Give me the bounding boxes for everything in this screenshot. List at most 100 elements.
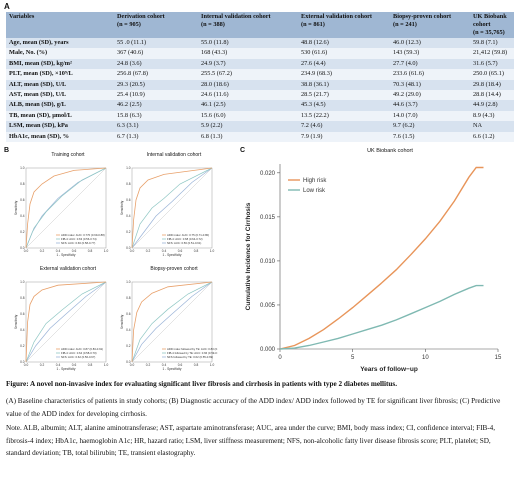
y-tick-label: 0.0 xyxy=(20,246,25,250)
y-tick-label: 0.8 xyxy=(126,182,131,186)
panel-c-label: C xyxy=(240,147,246,154)
x-tick-label: 0.6 xyxy=(178,363,183,367)
table-cell: 70.3 (48.1) xyxy=(390,79,470,91)
roc-plot: 0.00.0 0.2 0.2 0.4 0.4 0.6 0.6 0.8 0.8 1.0 1.0 1 - … xyxy=(120,166,215,257)
x-axis-label: 1 - Specificity xyxy=(57,253,76,257)
x-tick-label: 0 xyxy=(278,355,282,361)
table-header-cell: Biopsy-proven cohort (n = 241) xyxy=(390,12,470,38)
roc-curve-add-index xyxy=(25,281,107,363)
roc-curve-fib4 xyxy=(25,167,107,249)
table-cell: 28.0 (18.6) xyxy=(198,79,298,91)
table-cell: 46.2 (2.5) xyxy=(114,100,198,111)
y-tick-label: 1.0 xyxy=(126,166,131,170)
roc-plot-frame xyxy=(131,167,213,249)
variable-name-cell: BMI, mean (SD), kg/m² xyxy=(6,58,114,70)
x-tick-label: 15 xyxy=(495,355,502,361)
y-tick-label: 1.0 xyxy=(126,280,131,284)
roc-plots: Training cohort 0.0 0.0 0.2 0.2 0.4 0.4 0.6 0.6 0… xyxy=(14,152,218,371)
table-cell: 25.4 (10.9) xyxy=(114,90,198,101)
x-tick-label: 0.2 xyxy=(146,363,151,367)
reference-diagonal xyxy=(25,281,107,363)
table-header-cell: Internal validation cohort (n = 388) xyxy=(198,12,298,38)
y-tick-label: 0.020 xyxy=(260,171,276,177)
table-cell: 15.6 (6.0) xyxy=(198,110,298,122)
x-tick-label: 1.0 xyxy=(210,249,215,253)
y-tick-label: 0.8 xyxy=(20,296,25,300)
roc-plot-frame xyxy=(25,167,107,249)
table-cell: 530 (61.6) xyxy=(298,48,390,59)
legend-entry: NFS: AUC: 0.62 (0.56-0.67) xyxy=(61,355,95,359)
table-cell: 24.8 (3.6) xyxy=(114,58,198,70)
table-body: Age, mean (SD), years 55 .0 (11.1) 55.0 (1… xyxy=(6,38,514,143)
table-cell: 27.6 (4.4) xyxy=(298,58,390,70)
x-tick-label: 0.8 xyxy=(194,363,199,367)
y-axis-label: Cumulative Incidence for Cirrhosis xyxy=(245,202,252,310)
table-row: LSM, mean (SD), kPa 6.3 (3.1) 5.9 (2.2) 7.2… xyxy=(6,121,514,132)
variable-name-cell: Age, mean (SD), years xyxy=(6,38,114,49)
y-tick-label: 0.010 xyxy=(260,259,276,265)
legend-entry: ADD index: AUC: 0.770 (0.69-0.88) xyxy=(61,233,105,237)
roc-plot: 0.00.0 0.2 0.2 0.4 0.4 0.6 0.6 0.8 0.8 1.0 1.0 1 - … xyxy=(14,280,108,371)
table-header-row: Variables Derivation cohort (n = 905) Inter… xyxy=(6,12,514,38)
table-cell: 143 (59.3) xyxy=(390,48,470,59)
table-cell: 31.6 (5.7) xyxy=(470,58,514,70)
y-axis-label: Sensitivity xyxy=(120,314,124,329)
figure-caption-body: (A) Baseline characteristics of patients… xyxy=(6,395,516,460)
table-cell: 8.9 (4.3) xyxy=(470,110,514,122)
x-tick-label: 0.6 xyxy=(72,363,77,367)
table-row: PLT, mean (SD), ×10⁹/L 256.8 (67.8) 255.5 … xyxy=(6,69,514,80)
legend-label-low-risk: Low risk xyxy=(303,188,326,194)
roc-plot-title: Biopsy-proven cohort xyxy=(150,266,198,272)
roc-curve-nfs xyxy=(131,281,213,363)
y-tick-label: 0.2 xyxy=(126,344,131,348)
y-tick-label: 0.4 xyxy=(20,328,25,332)
table-row: BMI, mean (SD), kg/m² 24.8 (3.6) 24.9 (3.7… xyxy=(6,58,514,70)
x-tick-label: 0.0 xyxy=(24,249,29,253)
y-tick-label: 0.0 xyxy=(20,360,25,364)
roc-curve-fib4 xyxy=(25,281,107,363)
roc-plot-frame xyxy=(25,281,107,363)
y-tick-label: 0.6 xyxy=(20,198,25,202)
table-cell: 21,412 (59.8) xyxy=(470,48,514,59)
legend-entry: FIB-4 followed by TE: AUC: 0.66 (0.59-0.… xyxy=(167,351,218,355)
table-row: AST, mean (SD), U/L 25.4 (10.9) 24.6 (11.6… xyxy=(6,90,514,101)
table-cell: 7.6 (1.5) xyxy=(390,131,470,143)
table-cell: 28.8 (14.4) xyxy=(470,90,514,101)
roc-plot-title: External validation cohort xyxy=(39,266,97,272)
legend-label-high-risk: High risk xyxy=(303,178,327,184)
y-tick-label: 0.005 xyxy=(260,303,276,309)
roc-curve-nfs xyxy=(25,281,107,363)
variable-name-cell: Male, No. (%) xyxy=(6,48,114,59)
x-tick-label: 0.2 xyxy=(40,363,45,367)
x-tick-label: 0.4 xyxy=(162,249,167,253)
table-cell: 6.7 (1.3) xyxy=(114,131,198,143)
table-cell: 15.8 (6.3) xyxy=(114,110,198,122)
legend-entry: FIB-4: AUC: 0.68 (0.64-0.72) xyxy=(167,237,203,241)
table-row: ALT, mean (SD), U/L 29.3 (20.5) 28.0 (18.6… xyxy=(6,79,514,91)
x-tick-label: 10 xyxy=(422,355,429,361)
table-header-cell: UK Biobank cohort (n = 35,765) xyxy=(470,12,514,38)
table-cell: 6.8 (1.3) xyxy=(198,131,298,143)
table-cell: 6.6 (1.2) xyxy=(470,131,514,143)
table-cell: 256.8 (67.8) xyxy=(114,69,198,80)
figure-caption-title: Figure: A novel non-invasive index for e… xyxy=(6,380,398,388)
table-row: Male, No. (%) 367 (40.6) 168 (43.3) 530 (61… xyxy=(6,48,514,59)
table-cell: 14.0 (7.0) xyxy=(390,110,470,122)
baseline-characteristics-table: Variables Derivation cohort (n = 905) Inter… xyxy=(6,12,514,143)
variable-name-cell: AST, mean (SD), U/L xyxy=(6,90,114,101)
roc-plot: 0.00.0 0.2 0.2 0.4 0.4 0.6 0.6 0.8 0.8 1.0 1.0 1 - … xyxy=(120,280,218,371)
x-axis-label: 1 - Specificity xyxy=(57,367,76,371)
y-tick-label: 0.4 xyxy=(20,214,25,218)
x-tick-label: 1.0 xyxy=(210,363,215,367)
x-tick-label: 0.4 xyxy=(56,249,61,253)
y-axis-label: Sensitivity xyxy=(120,200,124,215)
variable-name-cell: ALT, mean (SD), U/L xyxy=(6,79,114,91)
table-cell: 233.6 (61.6) xyxy=(390,69,470,80)
table-cell: NA xyxy=(470,121,514,132)
table-row: TB, mean (SD), μmol/L 15.8 (6.3) 15.6 (6.0… xyxy=(6,110,514,122)
legend-entry: ADD index: AUC: 0.87 (0.83-0.91) xyxy=(61,347,103,351)
y-tick-label: 0.000 xyxy=(260,347,276,353)
x-tick-label: 0.2 xyxy=(146,249,151,253)
table-cell: 24.9 (3.7) xyxy=(198,58,298,70)
table-cell: 55 .0 (11.1) xyxy=(114,38,198,49)
